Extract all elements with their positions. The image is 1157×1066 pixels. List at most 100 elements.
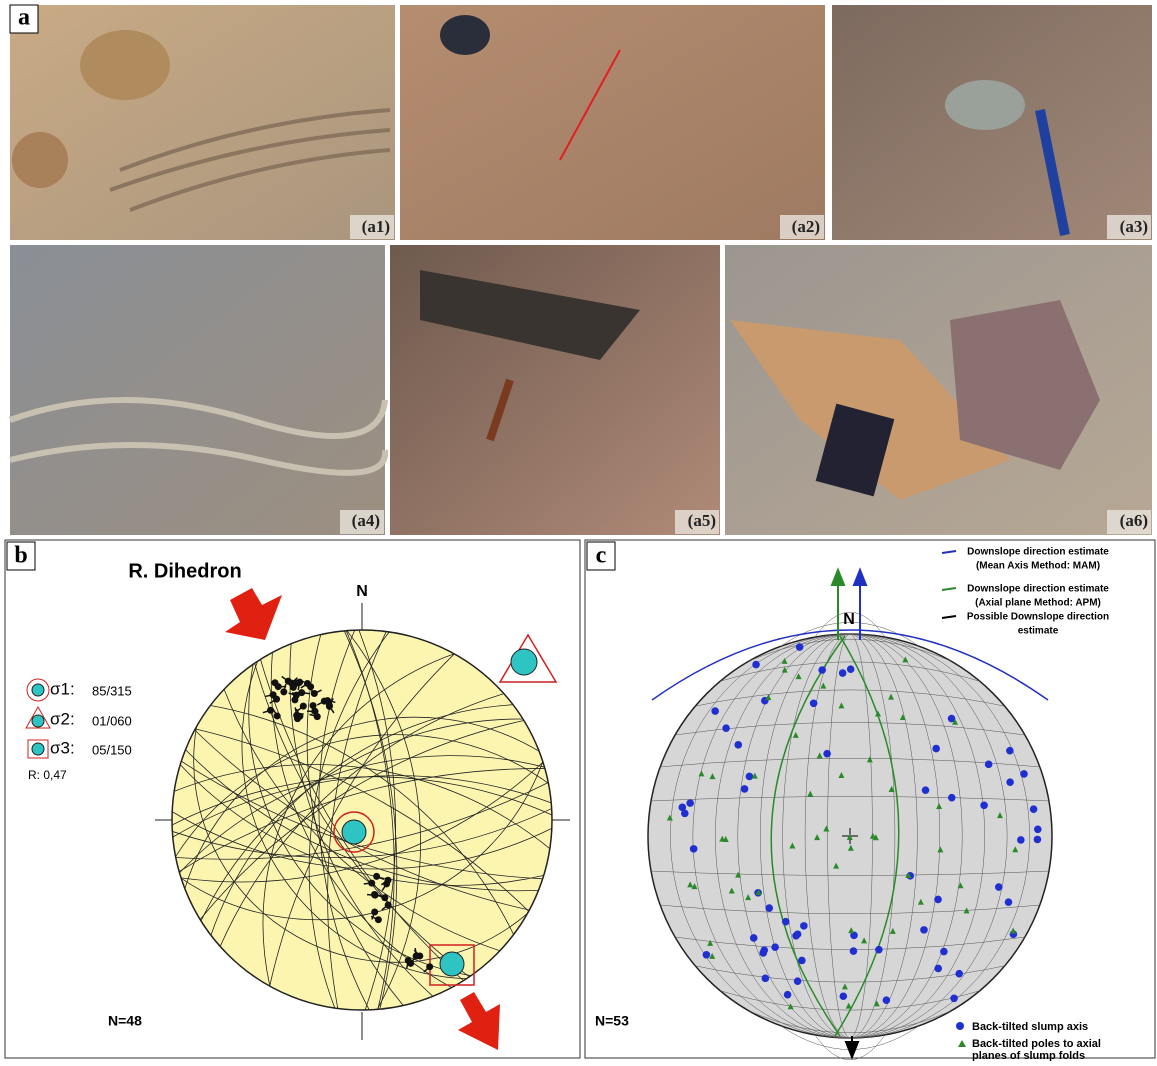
nodule [945, 80, 1025, 130]
legend-text: (Axial plane Method: APM) [975, 598, 1101, 609]
sigma2 [511, 649, 537, 675]
photo [10, 245, 385, 535]
photo-label: (a2) [792, 217, 820, 236]
legend-text: Possible Downslope direction [967, 612, 1109, 623]
slump-axis [823, 750, 831, 758]
slump-axis [922, 786, 930, 794]
slump-axis [734, 741, 742, 749]
legend-symbol [32, 684, 44, 696]
photo [10, 5, 395, 240]
slump-axis [762, 975, 770, 983]
slump-axis [1006, 778, 1014, 786]
slump-axis [681, 810, 689, 818]
panel-label: c [596, 543, 607, 569]
slump-axis [1017, 836, 1025, 844]
legend-text: Back-tilted poles to axial [972, 1038, 1101, 1050]
panel-b: b R. Dihedron N σ1: 85/315 σ2: 01/060 σ3… [5, 540, 580, 1058]
slump-axis [771, 943, 779, 951]
panel-label: a [18, 5, 30, 31]
slump-axis [1020, 770, 1028, 778]
north-label: N [356, 583, 368, 600]
slump-axis [1030, 805, 1038, 813]
slump-axis [1034, 825, 1042, 833]
slump-axis [711, 707, 719, 715]
sigma1 [342, 820, 366, 844]
legend-value: 05/150 [92, 742, 132, 757]
slump-axis [686, 799, 694, 807]
slump-axis [847, 665, 855, 673]
legend-text: Back-tilted slump axis [972, 1021, 1088, 1033]
legend-text: Downslope direction estimate [967, 584, 1109, 595]
photo-label: (a6) [1120, 511, 1148, 530]
slump-axis [810, 699, 818, 707]
photo-label: (a1) [362, 217, 390, 236]
legend-text: planes of slump folds [972, 1050, 1085, 1061]
legend-symbol-text: σ1: [50, 679, 75, 698]
legend-marker [956, 1022, 964, 1030]
photo-label: (a5) [688, 511, 716, 530]
slump-axis [840, 992, 848, 1000]
count: N=48 [108, 1013, 142, 1029]
slump-axis [794, 930, 802, 938]
slump-axis [746, 773, 754, 781]
slump-axis [985, 761, 993, 769]
slump-axis [784, 991, 792, 999]
slump-axis [980, 802, 988, 810]
legend-text: estimate [1018, 626, 1059, 637]
concretion [80, 30, 170, 100]
photo-label: (a3) [1120, 217, 1148, 236]
legend-text: (Mean Axis Method: MAM) [976, 561, 1100, 572]
slump-axis [850, 947, 858, 955]
slump-axis [690, 845, 698, 853]
slip-vector [302, 693, 310, 694]
legend-symbol-text: σ3: [50, 738, 75, 757]
slump-axis [932, 745, 940, 753]
slip-vector [364, 883, 372, 884]
legend-text: Downslope direction estimate [967, 547, 1109, 558]
legend-symbol [32, 715, 44, 727]
slump-axis [934, 896, 942, 904]
bag [440, 15, 490, 55]
panel-c: c N Downslope direction estimate (Mean A… [585, 540, 1155, 1061]
slump-axis [995, 883, 1003, 891]
slump-axis [934, 965, 942, 973]
legend-symbol-text: σ2: [50, 709, 75, 728]
north-label: N [843, 611, 855, 628]
ratio: R: 0,47 [28, 768, 67, 782]
photo-label: (a4) [352, 511, 380, 530]
slump-axis [818, 666, 826, 674]
slump-axis [722, 724, 730, 732]
title: R. Dihedron [128, 560, 241, 582]
slump-axis [948, 794, 956, 802]
slump-axis [782, 918, 790, 926]
stereonet [172, 630, 552, 1010]
slump-axis [1034, 836, 1042, 844]
concretion [12, 132, 68, 188]
count: N=53 [595, 1013, 629, 1029]
legend-value: 01/060 [92, 713, 132, 728]
slump-axis [752, 661, 760, 669]
slump-axis [883, 996, 891, 1004]
slump-axis [759, 949, 767, 957]
slump-axis [1005, 898, 1013, 906]
slump-axis [703, 951, 711, 959]
slump-axis [794, 977, 802, 985]
slump-axis [955, 970, 963, 978]
sigma3 [440, 952, 464, 976]
slump-axis [839, 669, 847, 677]
slump-axis [765, 904, 773, 912]
slump-axis [940, 948, 948, 956]
slump-axis [875, 946, 883, 954]
panel-label: b [14, 543, 27, 569]
photos: a (a1) (a2) (a3) (a4) (a5) (a6) [10, 5, 1152, 536]
slump-axis [1006, 747, 1014, 755]
legend-symbol [32, 743, 44, 755]
slump-axis [798, 957, 806, 965]
slump-axis [950, 994, 958, 1002]
slump-axis [920, 926, 928, 934]
slump-axis [800, 922, 808, 930]
slump-axis [741, 785, 749, 793]
legend-value: 85/315 [92, 683, 132, 698]
slump-axis [796, 643, 804, 651]
